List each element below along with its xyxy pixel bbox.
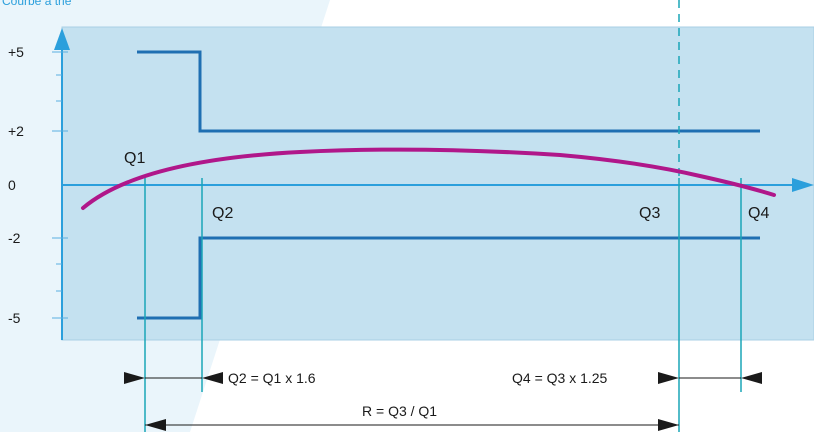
formula-q4: Q4 = Q3 x 1.25 <box>512 370 608 386</box>
plot-area <box>61 26 814 341</box>
y-tick-label-minus2: -2 <box>8 230 21 246</box>
formula-q2: Q2 = Q1 x 1.6 <box>228 370 316 386</box>
formula-r: R = Q3 / Q1 <box>362 403 437 419</box>
q2-arrow-left <box>124 372 145 384</box>
header-text: Courbe à trié <box>2 0 72 8</box>
y-tick-label-minus5: -5 <box>8 310 21 326</box>
r-arrow-left <box>145 419 166 431</box>
lower-limit-step <box>137 236 760 320</box>
label-q2: Q2 <box>212 205 233 222</box>
label-q1: Q1 <box>124 150 145 167</box>
y-tick-label-plus5: +5 <box>8 44 24 60</box>
y-tick-label-zero: 0 <box>8 177 16 193</box>
q2-arrow-right <box>202 372 223 384</box>
upper-limit-step <box>137 50 760 133</box>
q4-arrow-right <box>741 372 762 384</box>
y-tick-label-plus2: +2 <box>8 123 24 139</box>
label-q4: Q4 <box>748 205 769 222</box>
y-axis-arrow <box>54 28 70 50</box>
r-arrow-right <box>658 419 679 431</box>
x-axis-arrow <box>792 178 814 192</box>
q4-arrow-left <box>658 372 679 384</box>
y-tick-marks <box>52 51 68 319</box>
label-q3: Q3 <box>639 205 660 222</box>
flow-curve <box>81 147 776 210</box>
